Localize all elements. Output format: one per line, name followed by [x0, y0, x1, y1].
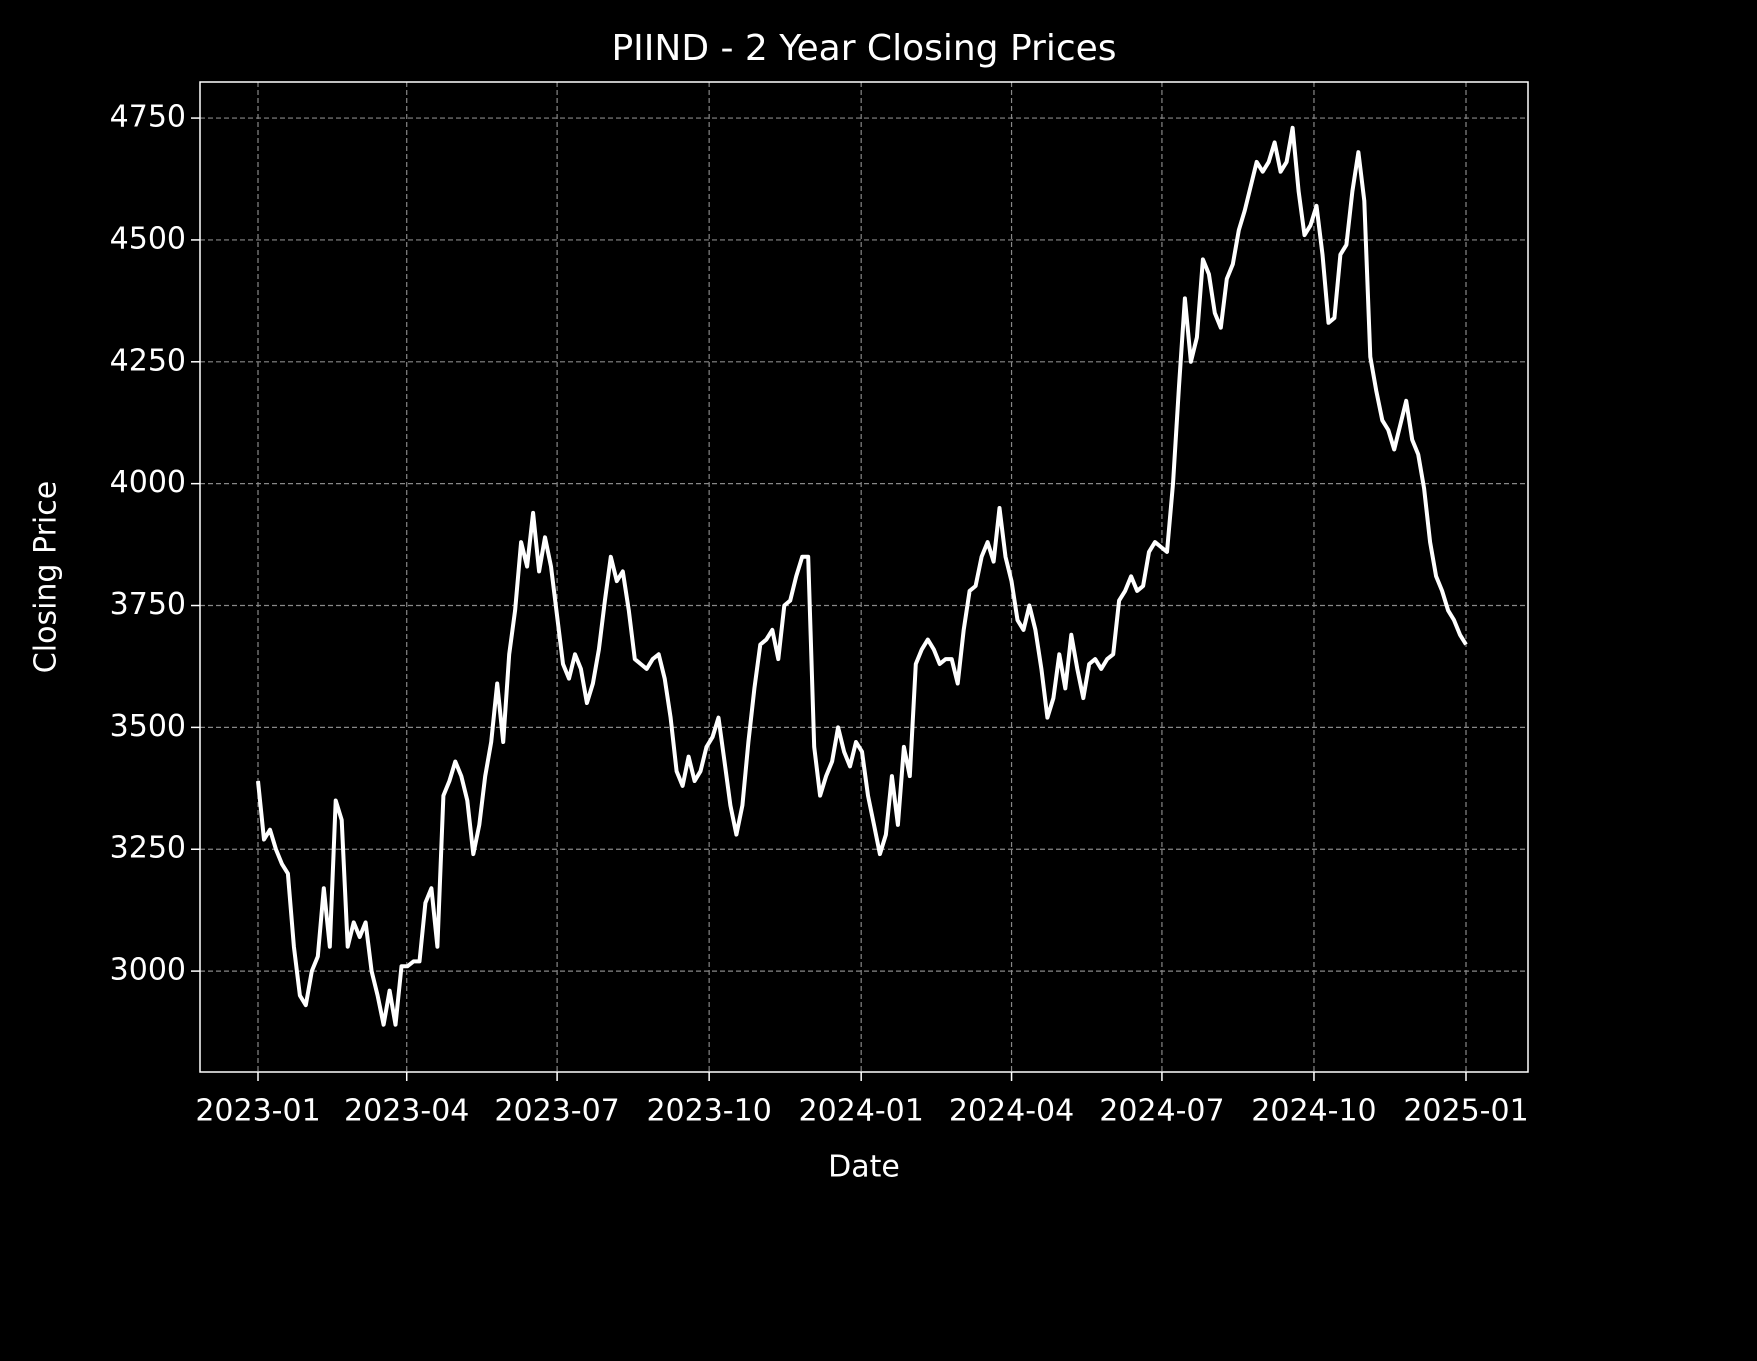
- y-axis-label: Closing Price: [29, 481, 64, 673]
- x-tick-label: 2024-10: [1251, 1094, 1376, 1129]
- y-tick-label: 4500: [110, 221, 186, 256]
- y-tick-label: 3750: [110, 587, 186, 622]
- x-tick-label: 2023-01: [195, 1094, 320, 1129]
- y-tick-label: 3500: [110, 709, 186, 744]
- y-tick-label: 4250: [110, 343, 186, 378]
- x-tick-label: 2023-10: [646, 1094, 771, 1129]
- y-tick-label: 4750: [110, 100, 186, 135]
- x-tick-label: 2024-07: [1099, 1094, 1224, 1129]
- x-tick-label: 2024-04: [949, 1094, 1074, 1129]
- y-tick-label: 3000: [110, 953, 186, 988]
- chart-title: PIIND - 2 Year Closing Prices: [611, 28, 1116, 69]
- x-tick-label: 2025-01: [1403, 1094, 1528, 1129]
- x-axis-label: Date: [828, 1150, 900, 1185]
- y-tick-label: 4000: [110, 465, 186, 500]
- y-tick-label: 3250: [110, 831, 186, 866]
- plot-frame: [199, 81, 1529, 1073]
- x-tick-label: 2023-04: [344, 1094, 469, 1129]
- x-tick-label: 2023-07: [494, 1094, 619, 1129]
- x-tick-label: 2024-01: [798, 1094, 923, 1129]
- price-line: [256, 125, 1468, 1027]
